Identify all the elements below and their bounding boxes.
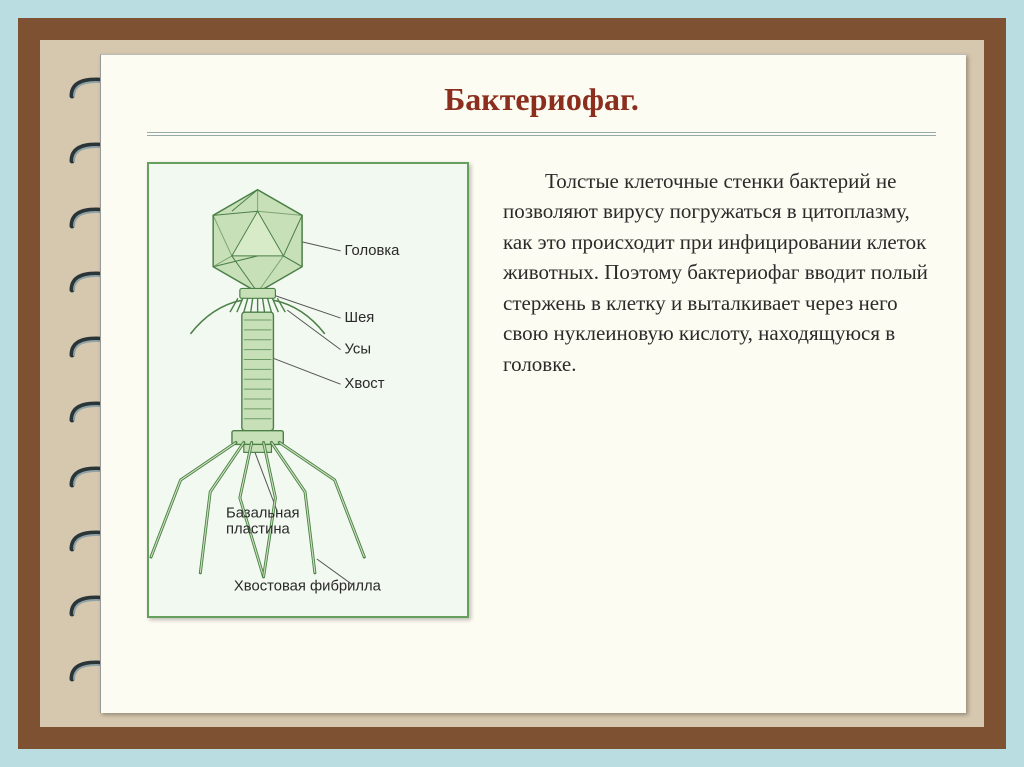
page-title: Бактериофаг. xyxy=(147,81,936,118)
mid-frame: Бактериофаг. Головка Шея Усы Хвост Базальная… xyxy=(18,18,1006,749)
diagram-label-tail: Хвост xyxy=(345,376,385,392)
diagram-svg: Головка Шея Усы Хвост Базальнаяпластина Хвост… xyxy=(149,164,467,614)
inner-frame: Бактериофаг. Головка Шея Усы Хвост Базальная… xyxy=(40,40,984,727)
title-underline xyxy=(147,132,936,136)
diagram-label-whisk: Усы xyxy=(345,342,371,358)
content-row: Головка Шея Усы Хвост Базальнаяпластина Хвост… xyxy=(147,162,936,693)
diagram-label-neck: Шея xyxy=(345,310,375,326)
diagram-label-head: Головка xyxy=(345,243,401,259)
outer-frame: Бактериофаг. Головка Шея Усы Хвост Базальная… xyxy=(0,0,1024,767)
diagram-label-plate: Базальная xyxy=(226,506,300,522)
diagram-label-plate2: пластина xyxy=(226,521,290,537)
notebook-page: Бактериофаг. Головка Шея Усы Хвост Базальная… xyxy=(100,54,966,713)
description-paragraph: Толстые клеточные стенки бактерий не поз… xyxy=(503,162,936,693)
bacteriophage-diagram: Головка Шея Усы Хвост Базальнаяпластина Хвост… xyxy=(147,162,469,618)
diagram-label-fibril: Хвостовая фибрилла xyxy=(234,579,382,595)
